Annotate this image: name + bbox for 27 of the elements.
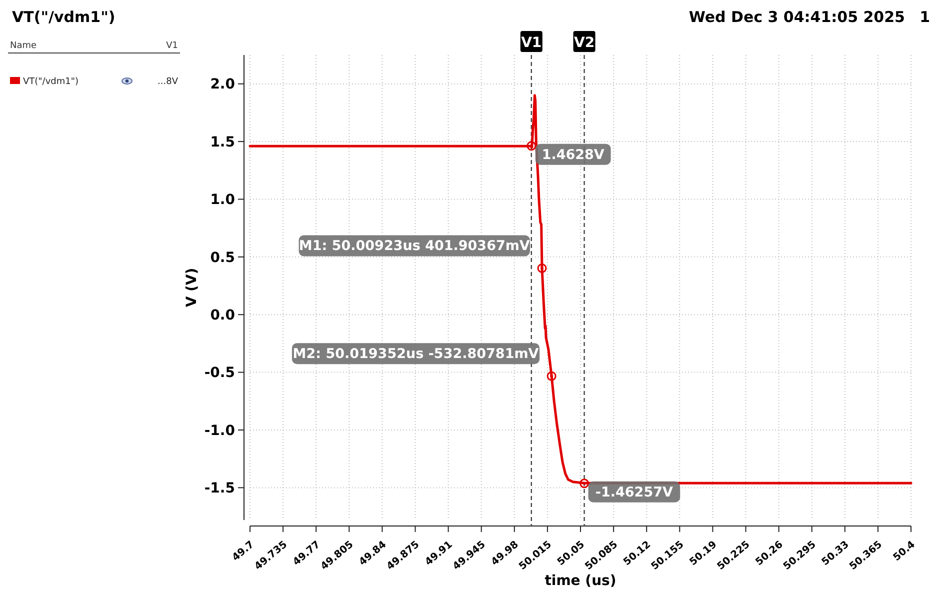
point — [526, 141, 536, 151]
point — [537, 263, 547, 273]
y-tick-label: -1.0 — [204, 422, 236, 439]
annotation: 1.4628V — [542, 146, 605, 163]
y-tick-label: -1.5 — [204, 480, 235, 497]
y-tick-label: 0.5 — [210, 250, 235, 266]
point — [580, 478, 590, 488]
text: 1 — [920, 8, 930, 26]
annotation: -1.46257V — [595, 484, 674, 500]
ref-line-label: V1 — [521, 35, 542, 51]
chart-subtitle: Wed Dec 3 04:41:05 2025 — [688, 8, 905, 26]
y-tick-label: 2.0 — [210, 76, 236, 93]
text: V1 — [166, 41, 178, 51]
legend-label: VT("/vdm1") — [23, 77, 79, 87]
text: ...8V — [158, 77, 179, 87]
y-tick-label: 0.0 — [210, 308, 236, 324]
ref-line-label: V2 — [574, 35, 595, 51]
y-tick-label: -0.5 — [204, 365, 235, 382]
y-tick-label: 1.0 — [210, 192, 236, 208]
annotation: M2: 50.019352us -532.80781mV — [292, 346, 540, 362]
y-tick-label: 1.5 — [210, 134, 235, 150]
point — [546, 371, 556, 381]
annotation: M1: 50.00923us 401.90367mV — [298, 238, 530, 254]
y-axis-title: V (V) — [184, 268, 200, 308]
text: Name — [10, 41, 38, 51]
x-axis-title: time (us) — [544, 573, 616, 589]
text: VT("/vdm1") — [12, 8, 116, 26]
